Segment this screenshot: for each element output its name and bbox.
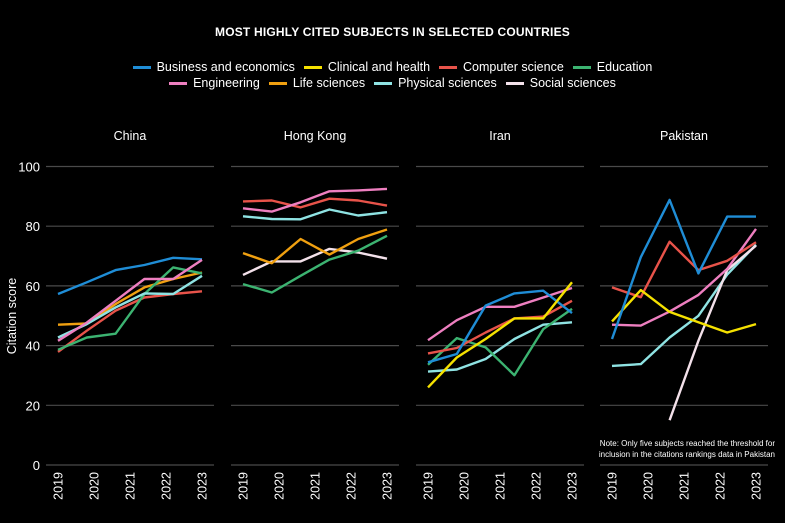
x-tick-label: 2021 bbox=[494, 472, 508, 500]
panel-title: Iran bbox=[489, 129, 511, 143]
x-tick-label: 2023 bbox=[196, 472, 210, 500]
series-line-life-sciences bbox=[57, 271, 203, 326]
legend-item: Computer science bbox=[439, 60, 564, 74]
x-tick-label: 2021 bbox=[124, 472, 138, 500]
legend-swatch bbox=[169, 81, 188, 85]
legend-item: Social sciences bbox=[505, 76, 616, 90]
legend-label: Engineering bbox=[193, 76, 260, 90]
series-line-physical-sciences bbox=[611, 243, 757, 368]
x-tick-label: 2023 bbox=[566, 472, 580, 500]
legend-label: Education bbox=[596, 60, 653, 74]
series-line-clinical-and-health bbox=[427, 281, 573, 389]
x-tick-label: 2023 bbox=[381, 472, 395, 500]
x-tick-label: 2022 bbox=[345, 472, 359, 500]
series-line-physical-sciences bbox=[242, 208, 388, 221]
series-line-computer-science bbox=[242, 197, 388, 209]
series-line-physical-sciences bbox=[427, 321, 573, 373]
legend-label: Life sciences bbox=[292, 76, 366, 90]
x-tick-label: 2022 bbox=[160, 472, 174, 500]
series-line-computer-science bbox=[57, 290, 203, 353]
legend-item: Life sciences bbox=[268, 76, 366, 90]
legend-swatch bbox=[268, 81, 287, 85]
x-tick-label: 2021 bbox=[309, 472, 323, 500]
series-line-business-and-economics bbox=[427, 289, 573, 364]
chart-note: Note: Only five subjects reached the thr… bbox=[600, 439, 776, 448]
series-line-life-sciences bbox=[242, 228, 388, 265]
legend-swatch bbox=[303, 65, 322, 69]
y-tick-label: 60 bbox=[26, 279, 40, 294]
legend-item: Physical sciences bbox=[374, 76, 497, 90]
y-axis-label: Citation score bbox=[5, 278, 19, 354]
series-line-engineering bbox=[57, 258, 203, 342]
legend-label: Computer science bbox=[463, 60, 564, 74]
legend-item: Engineering bbox=[169, 76, 260, 90]
series-line-engineering bbox=[611, 228, 757, 327]
legend-item: Business and economics bbox=[132, 60, 295, 74]
x-tick-label: 2019 bbox=[422, 472, 436, 500]
legend-swatch bbox=[374, 81, 393, 85]
chart-note: inclusion in the citations rankings data… bbox=[599, 450, 775, 459]
legend-item: Education bbox=[572, 60, 653, 74]
legend-label: Physical sciences bbox=[398, 76, 497, 90]
legend: Engineering Life sciences Physical science… bbox=[0, 76, 785, 90]
series-line-business-and-economics bbox=[610, 198, 756, 340]
x-tick-label: 2019 bbox=[237, 472, 251, 500]
y-tick-label: 80 bbox=[26, 219, 40, 234]
legend: Business and economics Clinical and healt… bbox=[0, 60, 785, 74]
x-tick-label: 2020 bbox=[273, 472, 287, 500]
x-tick-label: 2020 bbox=[642, 472, 656, 500]
series-line-computer-science bbox=[611, 240, 757, 299]
legend-swatch bbox=[439, 65, 458, 69]
series-line-education bbox=[242, 234, 388, 294]
panel-title: China bbox=[114, 129, 147, 143]
x-tick-label: 2020 bbox=[88, 472, 102, 500]
x-tick-label: 2020 bbox=[458, 472, 472, 500]
series-line-education bbox=[57, 266, 203, 351]
legend-swatch bbox=[132, 65, 151, 69]
y-tick-label: 20 bbox=[26, 398, 40, 413]
panel-title: Hong Kong bbox=[284, 129, 347, 143]
series-line-education bbox=[427, 307, 573, 377]
series-line-social-sciences bbox=[242, 247, 388, 276]
y-tick-label: 100 bbox=[18, 160, 40, 175]
x-tick-label: 2019 bbox=[52, 472, 66, 500]
series-line-social-sciences bbox=[668, 244, 757, 421]
legend-label: Business and economics bbox=[156, 60, 295, 74]
legend-item: Clinical and health bbox=[303, 60, 431, 74]
legend-label: Social sciences bbox=[529, 76, 616, 90]
legend-label: Clinical and health bbox=[327, 60, 431, 74]
x-tick-label: 2022 bbox=[714, 472, 728, 500]
x-tick-label: 2023 bbox=[750, 472, 764, 500]
panel-title: Pakistan bbox=[660, 129, 708, 143]
legend-swatch bbox=[505, 81, 524, 85]
chart-title: MOST HIGHLY CITED SUBJECTS IN SELECTED C… bbox=[215, 25, 570, 39]
series-line-clinical-and-health bbox=[611, 288, 757, 334]
y-tick-label: 0 bbox=[33, 458, 40, 473]
x-tick-label: 2021 bbox=[678, 472, 692, 500]
series-line-engineering bbox=[242, 187, 388, 213]
legend-swatch bbox=[572, 65, 591, 69]
x-tick-label: 2022 bbox=[530, 472, 544, 500]
y-tick-label: 40 bbox=[26, 339, 40, 354]
x-tick-label: 2019 bbox=[606, 472, 620, 500]
series-line-business-and-economics bbox=[57, 256, 203, 296]
